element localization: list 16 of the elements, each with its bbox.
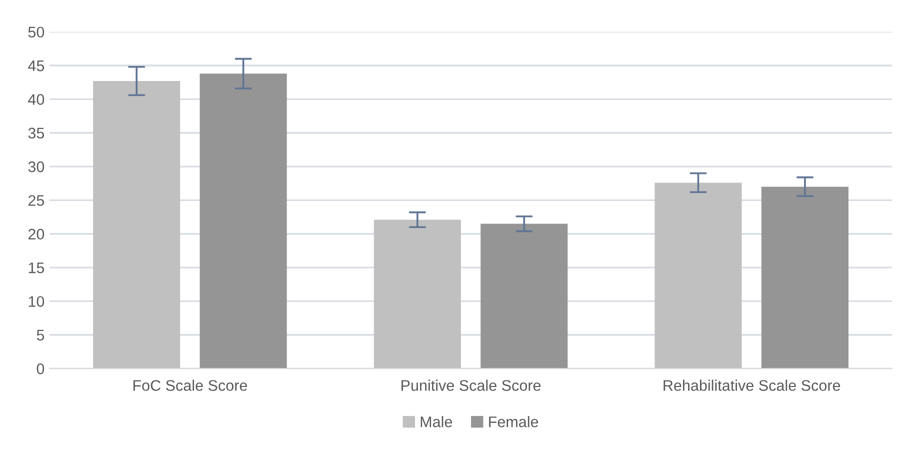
y-tick-label: 35 xyxy=(28,128,44,139)
y-tick-label: 20 xyxy=(28,228,44,240)
x-tick-label: FoC Scale Score xyxy=(133,380,248,391)
x-tick-label: Rehabilitative Scale Score xyxy=(664,380,840,391)
y-tick-label: 15 xyxy=(28,262,44,274)
y-tick-label: 0 xyxy=(36,363,44,374)
y-tick-label: 25 xyxy=(28,195,44,206)
y-tick-label: 10 xyxy=(28,296,44,307)
y-tick-label: 40 xyxy=(28,94,44,105)
legend-label: Female xyxy=(489,416,538,428)
y-tick-label: 45 xyxy=(28,60,44,72)
y-tick-label: 50 xyxy=(28,26,44,38)
x-tick-label: Punitive Scale Score xyxy=(402,380,541,391)
y-tick-label: 30 xyxy=(28,161,44,172)
y-tick-label: 5 xyxy=(36,330,44,341)
legend-label: Male xyxy=(420,416,452,428)
